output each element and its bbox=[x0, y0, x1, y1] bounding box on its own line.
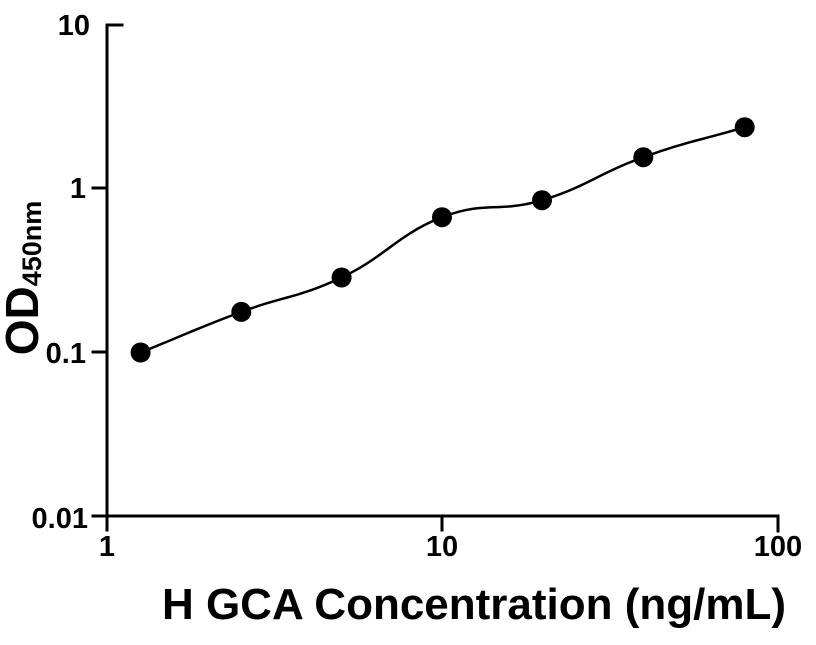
svg-text:0.1: 0.1 bbox=[46, 338, 86, 370]
svg-text:10: 10 bbox=[426, 531, 458, 563]
svg-text:10: 10 bbox=[58, 10, 90, 42]
svg-text:1: 1 bbox=[99, 531, 115, 563]
svg-text:OD450nm: OD450nm bbox=[0, 201, 48, 356]
svg-text:1: 1 bbox=[70, 173, 86, 205]
svg-text:0.01: 0.01 bbox=[32, 503, 88, 535]
svg-text:H GCA Concentration (ng/mL): H GCA Concentration (ng/mL) bbox=[162, 580, 786, 629]
svg-text:100: 100 bbox=[754, 531, 802, 563]
